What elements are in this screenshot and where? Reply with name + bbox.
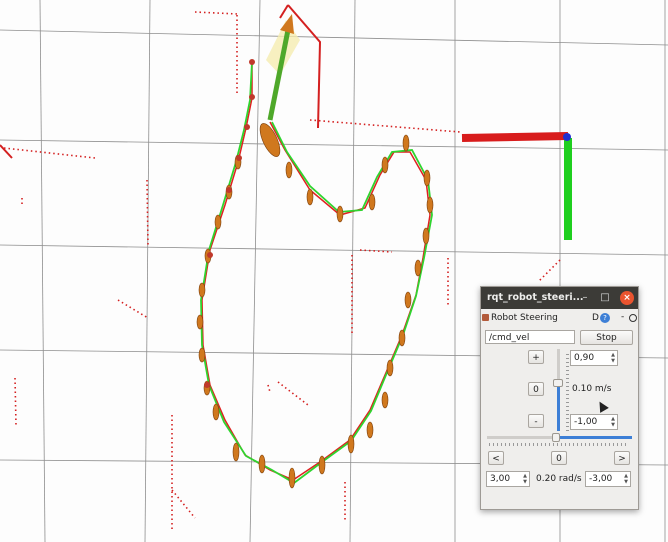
linear-min-value: -1,00	[574, 417, 598, 427]
plugin-header: Robot Steering D ? -	[481, 310, 638, 326]
dock-button[interactable]: D	[592, 313, 599, 323]
close-window-button[interactable]: ×	[620, 291, 634, 305]
window-titlebar[interactable]: rqt_robot_steeri... – □ ×	[481, 287, 638, 309]
angular-right-spinbox[interactable]: -3,00 ▲ ▼	[585, 471, 631, 487]
angular-slider-handle[interactable]	[552, 433, 560, 442]
plugin-close-icon[interactable]	[629, 314, 637, 322]
spin-arrows-icon[interactable]: ▲ ▼	[624, 473, 628, 485]
increase-linear-button[interactable]: +	[528, 350, 544, 364]
pose-ellipses	[196, 123, 434, 489]
odom-axes	[461, 132, 572, 240]
angular-slider-left	[487, 436, 557, 439]
topic-input[interactable]: /cmd_vel	[485, 330, 575, 344]
zero-linear-button[interactable]: 0	[528, 382, 544, 396]
plugin-minimize-button[interactable]: -	[621, 312, 625, 322]
decrease-linear-button[interactable]: -	[528, 414, 544, 428]
angular-slider-ticks	[489, 443, 629, 446]
plugin-title: Robot Steering	[491, 313, 558, 323]
window-title: rqt_robot_steeri...	[487, 292, 584, 303]
angular-left-spinbox[interactable]: 3,00 ▲ ▼	[486, 471, 530, 487]
laser-scan	[3, 11, 561, 530]
angular-right-value: -3,00	[589, 474, 613, 484]
pose-arrow	[267, 29, 291, 121]
spin-arrows-icon[interactable]: ▲ ▼	[523, 473, 527, 485]
turn-left-button[interactable]: <	[488, 451, 504, 465]
planned-path-red	[201, 60, 431, 481]
pose-markers	[204, 59, 255, 388]
linear-slider-ticks	[566, 351, 569, 431]
stop-button[interactable]: Stop	[580, 330, 633, 345]
linear-max-spinbox[interactable]: 0,90 ▲ ▼	[570, 350, 618, 366]
zero-angular-button[interactable]: 0	[551, 451, 567, 465]
red-robot-lines	[0, 4, 322, 159]
maximize-window-button[interactable]: □	[600, 292, 610, 303]
mouse-cursor-icon	[595, 399, 609, 413]
linear-slider-handle[interactable]	[553, 379, 563, 387]
linear-min-spinbox[interactable]: -1,00 ▲ ▼	[570, 414, 618, 430]
angular-left-value: 3,00	[490, 474, 511, 484]
spin-arrows-icon[interactable]: ▲ ▼	[611, 416, 615, 428]
angular-velocity-label: 0.20 rad/s	[536, 474, 582, 484]
spin-arrows-icon[interactable]: ▲ ▼	[611, 352, 615, 364]
turn-right-button[interactable]: >	[614, 451, 630, 465]
linear-velocity-label: 0.10 m/s	[572, 384, 612, 394]
plugin-icon	[482, 314, 489, 321]
minimize-window-button[interactable]: –	[582, 292, 588, 303]
linear-slider-fill	[557, 385, 560, 431]
help-icon[interactable]: ?	[600, 313, 610, 323]
linear-max-value: 0,90	[574, 353, 595, 363]
robot-steering-window: rqt_robot_steeri... – □ × Robot Steering…	[480, 286, 639, 510]
robot-path-green	[200, 61, 433, 485]
